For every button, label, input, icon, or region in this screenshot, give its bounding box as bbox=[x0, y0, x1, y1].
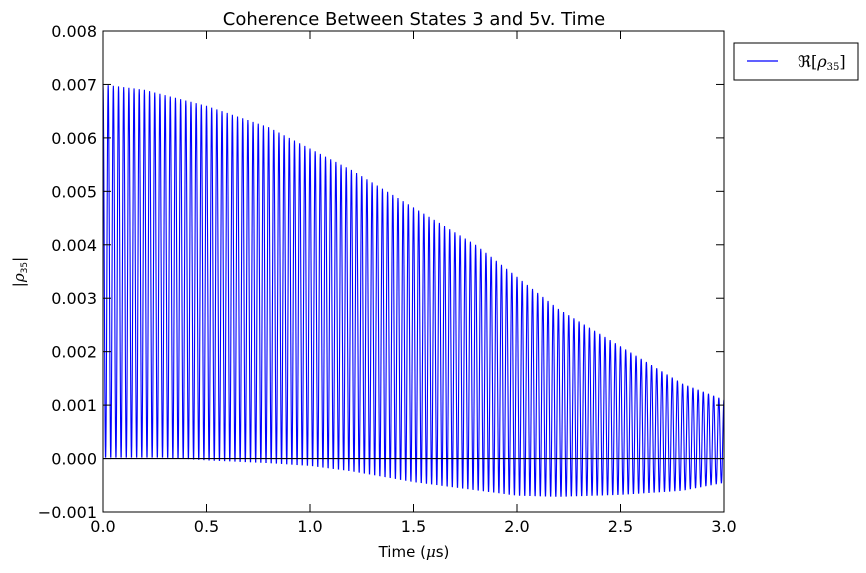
y-tick-label: 0.000 bbox=[51, 450, 97, 469]
x-axis-label-mu: μ bbox=[426, 543, 436, 561]
y-tick-label: 0.004 bbox=[51, 236, 97, 255]
legend-label-rho: ρ bbox=[816, 52, 827, 71]
legend: ℜ[ρ35] bbox=[733, 42, 859, 81]
y-axis-label: |ρ35| bbox=[10, 257, 30, 287]
plot-area: 0.0 0.5 1.0 1.5 2.0 2.5 3.0 −0.0010.0000.0010.… bbox=[38, 22, 737, 536]
x-tick-label: 2.0 bbox=[504, 517, 529, 536]
y-axis-label-bar-left: | bbox=[10, 282, 28, 287]
x-axis-label-prefix: Time ( bbox=[378, 543, 426, 561]
y-axis-ticks: −0.001 0.000 0.001 0.002 0.003 0.004 0.005 0.00… bbox=[38, 22, 724, 522]
y-tick-label: 0.002 bbox=[51, 343, 97, 362]
x-tick-label: 3.0 bbox=[711, 517, 736, 536]
legend-label-sub: 35 bbox=[827, 62, 840, 73]
y-tick-label: 0.007 bbox=[51, 75, 97, 94]
y-axis-label-sub: 35 bbox=[20, 262, 30, 273]
y-tick-label: 0.005 bbox=[51, 182, 97, 201]
legend-series-label: ℜ[ρ35] bbox=[798, 52, 846, 73]
chart-title: Coherence Between States 3 and 5v. Time bbox=[223, 9, 605, 30]
y-tick-label: 0.006 bbox=[51, 129, 97, 148]
y-tick-label: 0.008 bbox=[51, 22, 97, 41]
legend-label-close: ] bbox=[839, 52, 845, 71]
series-group bbox=[102, 84, 725, 497]
series-line-0 bbox=[102, 84, 725, 497]
x-tick-label: 1.5 bbox=[401, 517, 426, 536]
y-tick-label: 0.003 bbox=[51, 289, 97, 308]
y-axis-label-bar-right: | bbox=[10, 257, 28, 262]
x-axis-label-suffix: s) bbox=[436, 543, 450, 561]
x-tick-label: 0.0 bbox=[90, 517, 115, 536]
x-tick-label: 1.0 bbox=[297, 517, 322, 536]
y-axis-label-rho: ρ bbox=[10, 273, 28, 283]
y-tick-label: −0.001 bbox=[38, 503, 97, 522]
y-tick-label: 0.001 bbox=[51, 396, 97, 415]
x-tick-label: 0.5 bbox=[194, 517, 219, 536]
x-axis-ticks: 0.0 0.5 1.0 1.5 2.0 2.5 3.0 bbox=[90, 31, 737, 536]
legend-label-re: ℜ[ bbox=[798, 52, 817, 71]
x-axis-label: Time (μs) bbox=[378, 543, 450, 561]
x-tick-label: 2.5 bbox=[608, 517, 633, 536]
